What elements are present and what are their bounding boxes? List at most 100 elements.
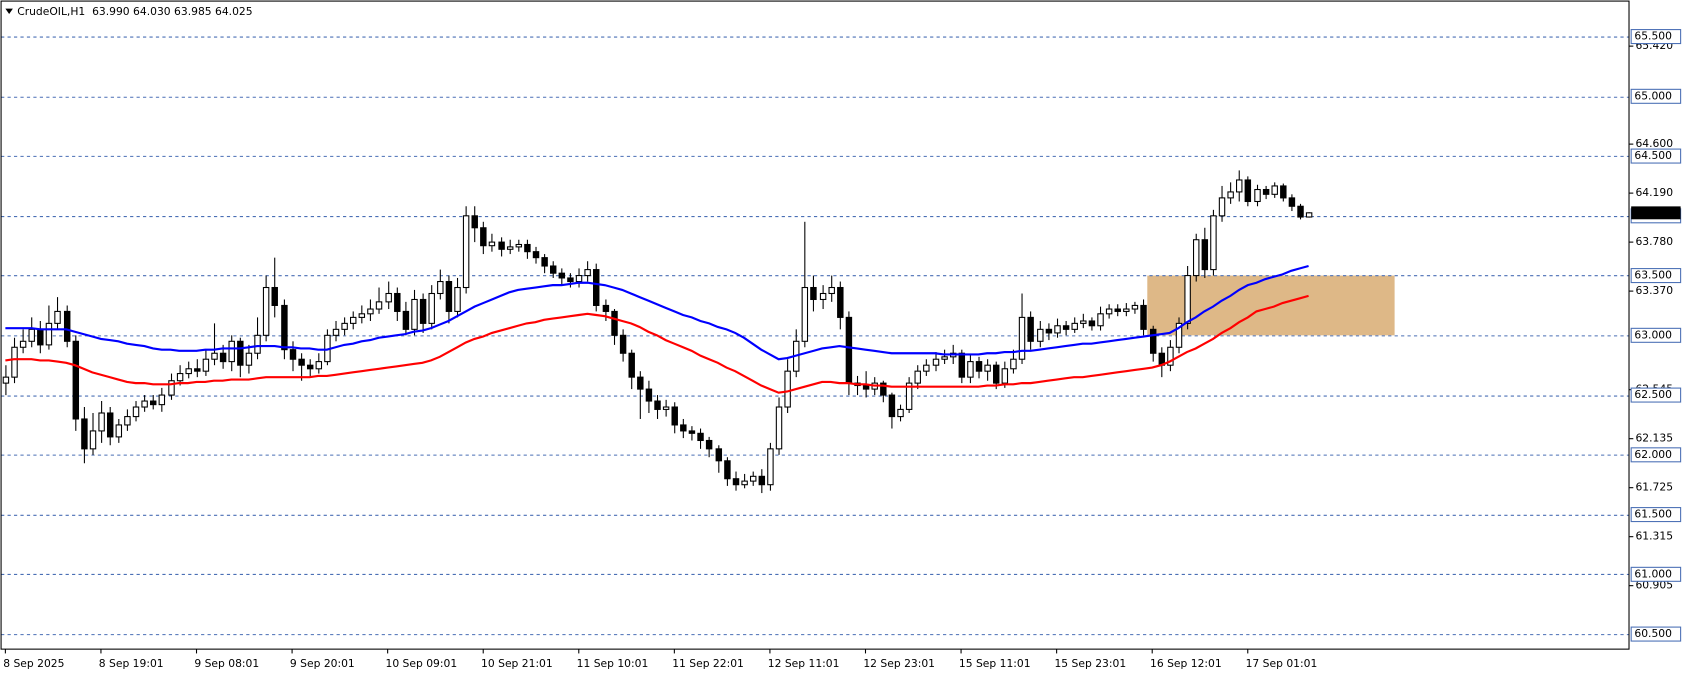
candle-body [524, 243, 531, 253]
candle-body [115, 424, 123, 438]
candle-body [1167, 346, 1174, 366]
candle-body [1123, 308, 1130, 312]
candle-body [1175, 322, 1183, 348]
candle-body [1018, 316, 1026, 360]
candle-body [1236, 179, 1243, 193]
candle-body [1010, 358, 1017, 370]
level-label-box [1630, 626, 1682, 642]
candle-body [394, 292, 401, 312]
candle-body [219, 352, 227, 363]
x-tick-label: 12 Sep 23:01 [863, 657, 935, 670]
candle-body [89, 430, 97, 450]
candle-body [1244, 179, 1252, 203]
candle-body [1140, 304, 1147, 330]
candle-body [1131, 304, 1139, 310]
candle-body [11, 346, 18, 378]
candle-body [905, 382, 913, 410]
candle-body [741, 480, 748, 486]
level-label: 61.000 [1634, 567, 1672, 580]
x-tick-label: 11 Sep 22:01 [672, 657, 744, 670]
candle-body [332, 328, 340, 336]
candle-body [411, 298, 418, 330]
y-tick-label: 62.135 [1635, 432, 1673, 445]
candle-body [1280, 185, 1287, 199]
candle-body [81, 418, 88, 450]
level-label-box [1630, 88, 1682, 104]
menu-arrow[interactable] [5, 8, 13, 14]
candle-body [471, 215, 478, 229]
candle-body [1192, 239, 1200, 277]
candle-body [593, 269, 600, 306]
x-tick-label: 10 Sep 09:01 [386, 657, 458, 670]
candle-body [897, 408, 904, 418]
candle-body [958, 352, 966, 378]
candle-body [506, 246, 514, 250]
candle-body [480, 227, 487, 247]
y-tick-label: 61.725 [1635, 481, 1673, 494]
candle-body [168, 380, 175, 396]
x-tick-label: 15 Sep 11:01 [959, 657, 1031, 670]
x-tick-label: 8 Sep 2025 [3, 657, 64, 670]
x-tick-label: 17 Sep 01:01 [1246, 657, 1318, 670]
x-tick-label: 15 Sep 23:01 [1054, 657, 1126, 670]
candle-body [532, 251, 540, 259]
candle-body [602, 304, 610, 312]
candle-body [202, 358, 210, 372]
candle-body [402, 310, 410, 330]
candle-body [992, 364, 1000, 384]
candle-body [880, 382, 887, 396]
candle-body [1071, 322, 1078, 330]
candle-body [72, 340, 80, 420]
level-label-box [1630, 148, 1682, 164]
level-label: 60.500 [1634, 627, 1672, 640]
level-label: 61.500 [1634, 508, 1672, 521]
candle-body [306, 364, 314, 370]
level-label: 65.000 [1634, 89, 1672, 102]
candle-body [810, 286, 817, 301]
candle-body [984, 364, 991, 372]
candle-body [1097, 313, 1104, 327]
candle-body [54, 310, 61, 324]
candle-body [2, 376, 10, 384]
x-tick-label: 16 Sep 12:01 [1150, 657, 1222, 670]
candle-body [437, 281, 444, 295]
candle-body [1210, 215, 1217, 271]
candle-body [662, 406, 670, 410]
candle-body [941, 356, 948, 360]
level-label: 65.500 [1634, 30, 1672, 43]
candle-body [281, 304, 288, 351]
y-tick-label: 64.600 [1635, 137, 1673, 150]
candle-body [262, 286, 270, 336]
candle-body [271, 286, 278, 306]
candle-body [715, 448, 723, 462]
candle-body [1288, 197, 1296, 207]
candle-body [367, 308, 374, 315]
candle-body [1037, 328, 1044, 342]
candle-body [862, 384, 870, 390]
plot-area [1, 36, 1630, 636]
candle-body [254, 334, 261, 354]
candle-body [385, 292, 392, 303]
candle-body [619, 334, 627, 354]
candle-body [124, 416, 131, 426]
candle-body [298, 358, 305, 366]
candle-body [149, 400, 157, 406]
candle-body [584, 269, 591, 277]
level-label: 62.500 [1634, 388, 1672, 401]
candle-body [1027, 316, 1034, 342]
candle-body [1149, 328, 1157, 354]
candle-body [1218, 197, 1226, 217]
candle-body [724, 460, 731, 480]
y-tick-label: 60.905 [1635, 579, 1673, 592]
level-label-box [1630, 327, 1682, 343]
moving-average [5, 294, 1309, 394]
candle-body [549, 265, 557, 274]
y-tick-label: 63.780 [1635, 235, 1673, 248]
candle-body [975, 361, 983, 372]
candle-body [1001, 368, 1009, 384]
candle-body [349, 316, 357, 324]
level-label: 62.000 [1634, 448, 1672, 461]
candle-body [37, 328, 44, 346]
candle-body [454, 286, 461, 312]
